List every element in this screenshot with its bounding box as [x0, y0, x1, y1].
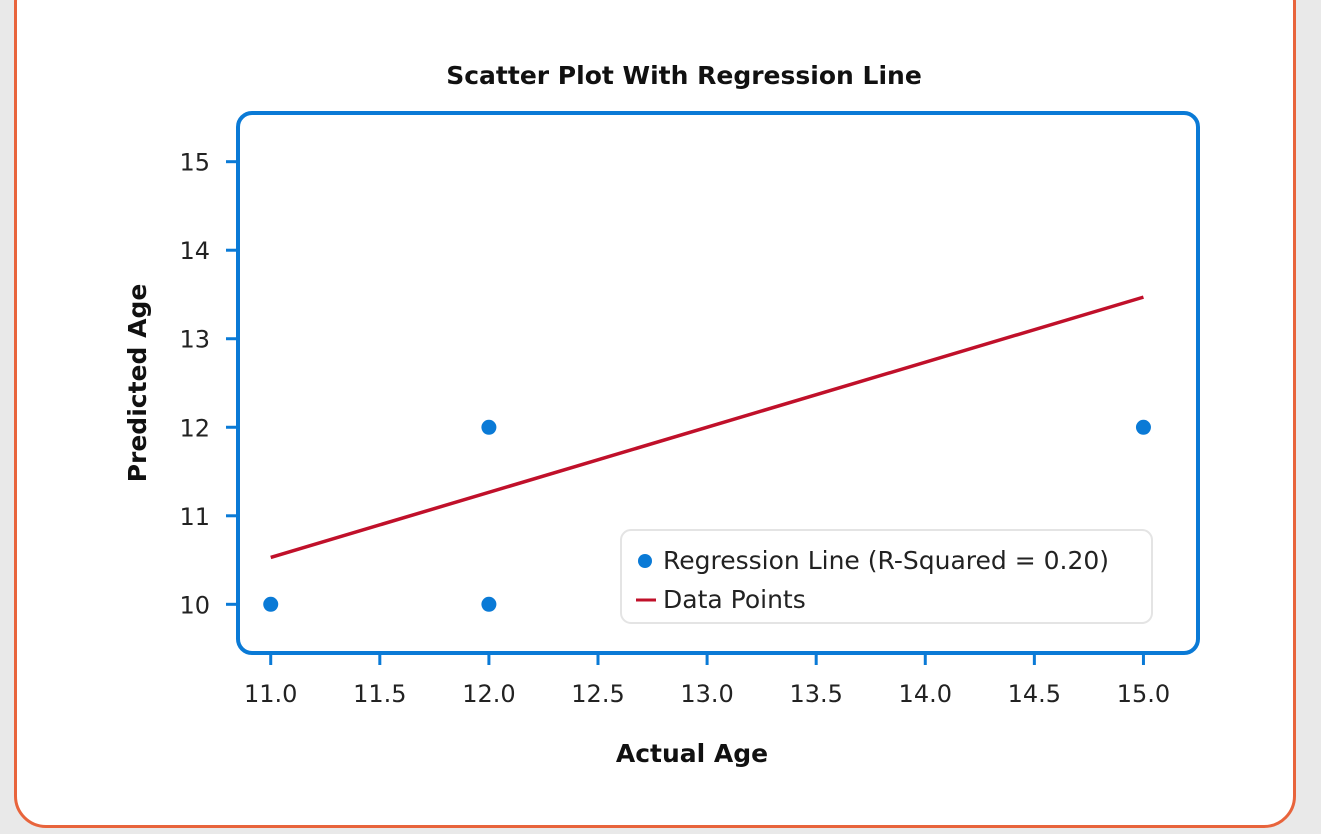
plot-area-frame [236, 111, 1200, 655]
x-tick-label: 13.0 [680, 680, 733, 708]
y-tick-label: 12 [179, 414, 210, 442]
x-tick-label: 15.0 [1117, 680, 1170, 708]
y-tick-label: 13 [179, 326, 210, 354]
y-tick-label: 15 [179, 149, 210, 177]
x-tick-label: 11.5 [353, 680, 406, 708]
legend-marker-scatter [638, 554, 652, 568]
legend-label-scatter: Regression Line (R-Squared = 0.20) [663, 546, 1109, 575]
chart-card [14, 0, 1296, 828]
x-tick-label: 14.5 [1008, 680, 1061, 708]
y-axis: 10 11 12 13 14 15 [179, 149, 238, 619]
data-point [481, 596, 497, 612]
y-tick-label: 10 [179, 591, 210, 619]
data-point [1135, 419, 1151, 435]
legend-label-line: Data Points [663, 585, 806, 614]
x-tick-label: 12.5 [571, 680, 624, 708]
x-tick-label: 13.5 [789, 680, 842, 708]
y-tick-label: 14 [179, 237, 210, 265]
regression-line [270, 295, 1144, 560]
regression-line-layer [270, 295, 1144, 560]
y-tick-label: 11 [179, 503, 210, 531]
x-tick-label: 12.0 [462, 680, 515, 708]
data-point [481, 419, 497, 435]
legend-box [620, 529, 1153, 624]
chart-title: Scatter Plot With Regression Line [446, 61, 922, 90]
y-axis-title: Predicted Age [123, 284, 152, 483]
x-axis: 11.0 11.5 12.0 12.5 13.0 13.5 14.0 14.5 15.0 [244, 653, 1170, 708]
x-axis-title: Actual Age [616, 739, 768, 768]
x-tick-label: 14.0 [899, 680, 952, 708]
x-tick-label: 11.0 [244, 680, 297, 708]
legend: Regression Line (R-Squared = 0.20) Data … [620, 529, 1153, 624]
data-point [263, 596, 279, 612]
data-points-layer [263, 419, 1151, 612]
